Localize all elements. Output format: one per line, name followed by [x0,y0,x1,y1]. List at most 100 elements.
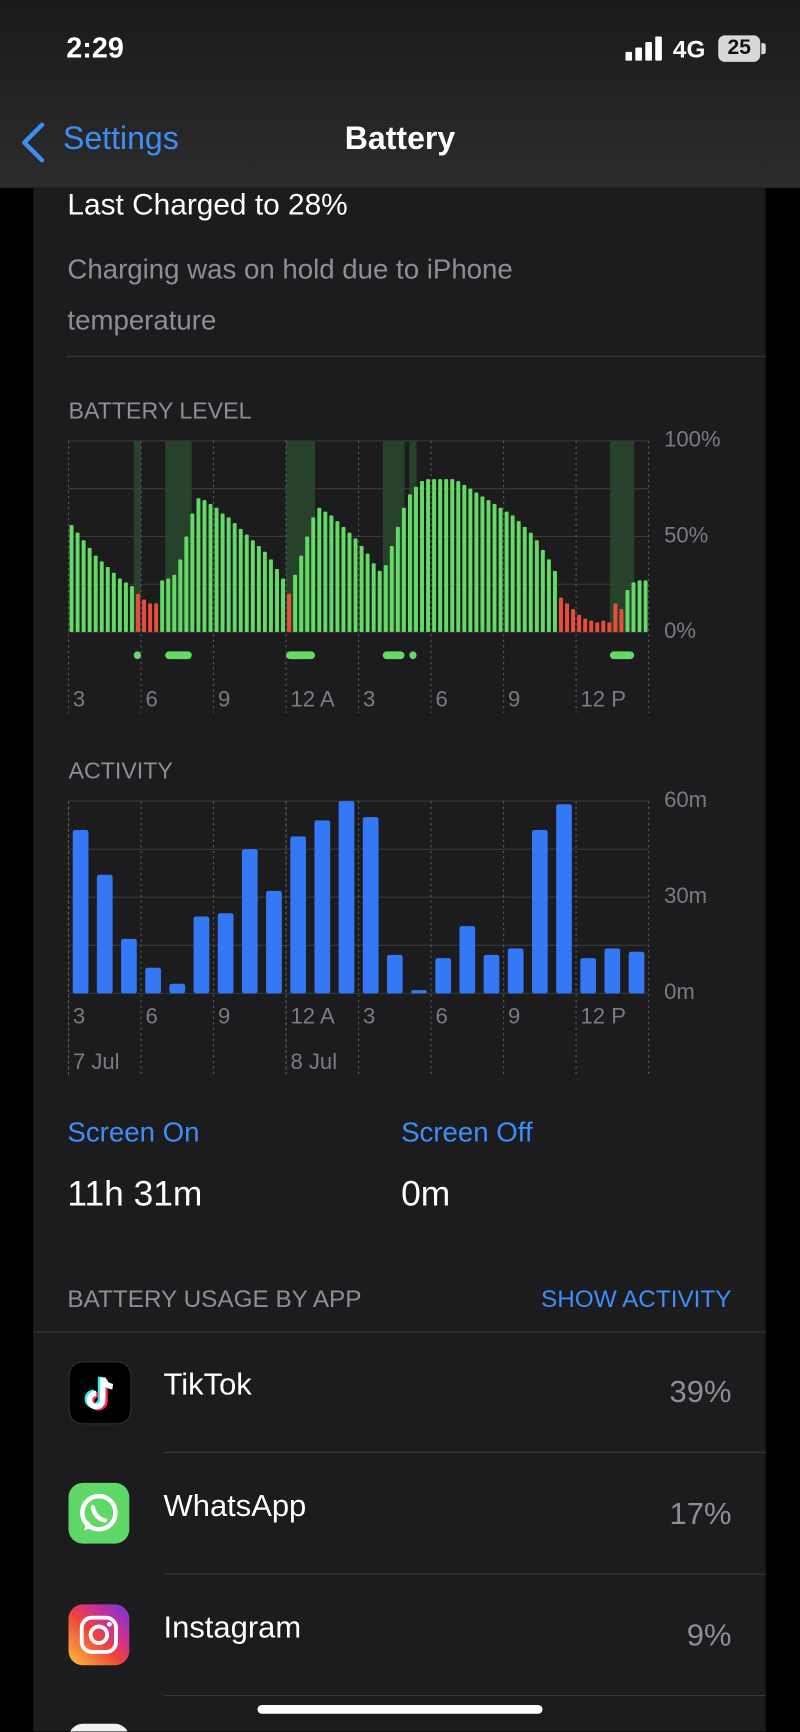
x-tick-label: 12 A [290,1004,334,1029]
bar [474,492,479,633]
bar [241,849,258,994]
battery-tip [761,43,766,55]
bar [435,958,452,994]
bar [401,507,406,633]
app-icon [68,1723,130,1732]
bar [169,983,186,994]
bar [389,546,394,633]
bar [359,546,364,633]
nav-title: Battery [344,121,456,157]
bar [577,614,582,633]
bar [420,481,424,633]
bar [214,507,219,633]
bar [625,589,630,633]
bar [117,578,122,633]
bar [383,565,388,633]
bar [507,948,524,994]
show-activity[interactable]: SHOW ACTIVITY [541,1285,732,1313]
bar [510,515,515,633]
bar [317,507,322,633]
bar [145,967,161,994]
bar [426,479,431,633]
bar [643,580,648,633]
app-name[interactable]: Instagram [163,1609,302,1645]
bar [583,618,588,633]
bar [226,517,231,633]
charging-indicator [409,651,417,660]
signal-icon [625,36,662,61]
bar [123,582,128,633]
separator [66,355,766,357]
home-indicator [257,1704,543,1714]
bar [595,622,600,633]
charging-indicator [382,651,405,660]
bar [571,609,576,633]
last-charged: Last Charged to 28% [67,187,348,221]
bar [299,555,304,633]
bar [202,500,207,633]
chart-title: BATTERY LEVEL [69,397,252,423]
x-tick-label: 6 [435,686,447,711]
bar [335,521,340,633]
bar [87,547,92,633]
y-tick-label: 50% [664,522,708,547]
bar [432,479,437,633]
back-chevron[interactable] [18,122,47,164]
bar [480,496,485,633]
bar [347,532,352,633]
bar [414,486,418,633]
bar [244,534,249,633]
bar [287,593,292,633]
status-time: 2:29 [66,30,124,65]
x-tick-label: 3 [73,686,85,711]
app-percent: 17% [669,1496,732,1531]
top-bar [0,0,800,188]
bar [81,540,86,633]
bar [462,484,467,633]
screen-off-label: Screen Off [401,1117,533,1149]
bar [305,536,310,633]
screen-on-label: Screen On [67,1117,200,1149]
bar [69,524,74,633]
bar [540,549,545,633]
bar [504,511,509,633]
x-tick-label: 6 [145,686,157,711]
instagram-icon [68,1604,130,1666]
bar [290,836,306,994]
bar [93,555,98,633]
bar [190,513,195,633]
bar [111,572,116,633]
bar [341,526,346,633]
bar [468,488,473,633]
bar [619,609,624,633]
bar [371,563,376,633]
app-name[interactable]: WhatsApp [163,1488,307,1523]
bar [281,578,285,633]
x-tick-label: 3 [363,1004,375,1029]
charging-note: Charging was on hold due to iPhone tempe… [67,254,513,336]
bar [604,948,621,994]
bar [121,938,137,994]
date-label: 8 Jul [290,1049,337,1074]
charging-indicator [609,651,635,660]
bar [589,620,594,633]
bar [154,603,159,633]
bar [75,532,80,633]
charging-indicator [165,651,192,660]
bar [631,582,636,633]
y-tick-label: 60m [664,787,707,812]
back-button[interactable]: Settings [62,121,179,157]
bar [178,559,183,633]
charging-indicator [133,651,142,660]
bar [534,540,539,633]
bar [220,513,225,633]
bar [268,559,273,633]
separator [33,1331,766,1333]
bar [166,578,171,633]
app-name[interactable]: TikTok [163,1366,252,1402]
bar [546,559,551,633]
tiktok-icon [68,1361,132,1425]
x-tick-label: 3 [363,686,375,711]
bar [556,804,572,994]
bar [613,603,618,633]
